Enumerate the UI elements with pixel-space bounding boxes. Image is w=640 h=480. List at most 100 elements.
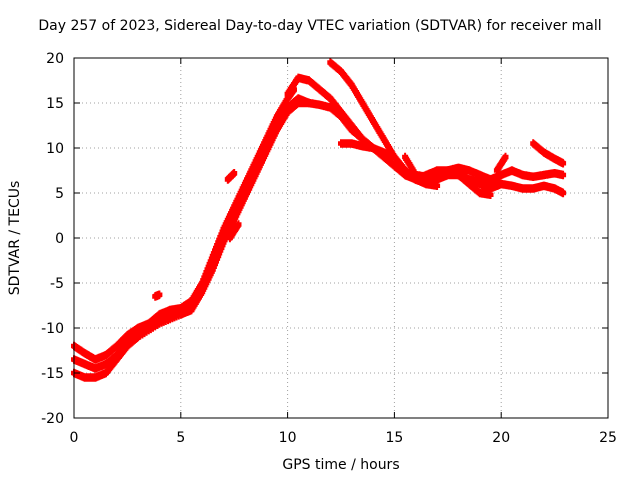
series-track-10 bbox=[493, 152, 509, 175]
data-point bbox=[360, 100, 365, 106]
data-point bbox=[541, 183, 547, 188]
data-point bbox=[424, 181, 429, 187]
data-point bbox=[552, 171, 557, 176]
series-track-1 bbox=[71, 85, 297, 364]
grid-lines bbox=[74, 58, 608, 418]
data-point bbox=[503, 154, 508, 160]
data-point bbox=[560, 172, 566, 178]
x-tick-label: 15 bbox=[385, 430, 403, 446]
data-point bbox=[541, 172, 547, 178]
data-point bbox=[296, 75, 301, 81]
data-point bbox=[306, 100, 312, 106]
data-point bbox=[424, 174, 429, 179]
data-point bbox=[560, 161, 566, 166]
x-tick-label: 25 bbox=[599, 430, 617, 446]
data-point bbox=[509, 183, 515, 188]
y-tick-label: -5 bbox=[50, 276, 64, 292]
data-point bbox=[349, 123, 354, 128]
data-point bbox=[232, 171, 237, 176]
data-point bbox=[381, 136, 386, 142]
data-points bbox=[71, 58, 567, 382]
data-point bbox=[488, 192, 493, 197]
data-point bbox=[221, 240, 226, 245]
data-point bbox=[157, 321, 162, 326]
data-point bbox=[157, 292, 162, 297]
series-markers bbox=[71, 85, 297, 364]
data-point bbox=[317, 87, 322, 92]
series-track-6 bbox=[402, 152, 567, 184]
data-point bbox=[114, 343, 119, 349]
data-point bbox=[82, 361, 87, 367]
data-point bbox=[328, 60, 333, 65]
data-point bbox=[541, 150, 547, 155]
data-point bbox=[520, 186, 525, 191]
x-tick-label: 5 bbox=[176, 430, 185, 446]
data-point bbox=[285, 109, 290, 115]
data-point bbox=[434, 177, 440, 182]
data-point bbox=[499, 172, 504, 178]
data-point bbox=[520, 172, 525, 178]
data-point bbox=[531, 141, 536, 146]
data-point bbox=[531, 174, 536, 179]
y-tick-label: -15 bbox=[41, 366, 64, 382]
data-point bbox=[488, 181, 493, 187]
data-point bbox=[338, 141, 344, 146]
data-point bbox=[370, 118, 376, 124]
data-point bbox=[114, 357, 119, 362]
data-point bbox=[466, 177, 472, 182]
data-point bbox=[189, 307, 194, 313]
data-point bbox=[360, 136, 365, 142]
series-track-8 bbox=[530, 139, 567, 168]
y-axis-label: SDTVAR / TECUs bbox=[7, 180, 23, 296]
data-point bbox=[225, 177, 230, 182]
data-point bbox=[93, 366, 98, 371]
data-point bbox=[82, 351, 87, 356]
series-track-7 bbox=[455, 170, 567, 198]
x-axis-label: GPS time / hours bbox=[282, 457, 400, 473]
data-point bbox=[125, 343, 130, 349]
x-tick-label: 10 bbox=[279, 430, 297, 446]
data-point bbox=[402, 168, 408, 173]
data-point bbox=[413, 172, 418, 178]
y-tick-label: 0 bbox=[55, 231, 64, 247]
y-tick-label: -10 bbox=[41, 321, 64, 337]
data-point bbox=[466, 168, 472, 173]
data-point bbox=[552, 186, 557, 191]
data-point bbox=[509, 168, 515, 173]
data-point bbox=[227, 235, 233, 241]
data-point bbox=[93, 375, 98, 380]
data-point bbox=[402, 154, 408, 160]
data-point bbox=[274, 114, 280, 119]
y-tick-label: -20 bbox=[41, 411, 64, 427]
data-point bbox=[381, 154, 386, 160]
data-point bbox=[199, 289, 205, 295]
data-point bbox=[296, 100, 301, 106]
data-point bbox=[360, 144, 365, 149]
data-point bbox=[210, 267, 216, 272]
data-point bbox=[477, 172, 483, 178]
series-track-12 bbox=[224, 169, 238, 184]
series-markers bbox=[224, 169, 238, 184]
data-point bbox=[157, 316, 162, 322]
data-point bbox=[494, 168, 500, 173]
data-point bbox=[328, 105, 333, 110]
x-tick-label: 20 bbox=[492, 430, 510, 446]
data-point bbox=[328, 96, 333, 101]
data-point bbox=[285, 91, 290, 97]
data-point bbox=[392, 154, 397, 160]
y-tick-label: 5 bbox=[55, 186, 64, 202]
data-point bbox=[445, 168, 450, 173]
data-point bbox=[103, 361, 109, 367]
data-point bbox=[338, 69, 344, 74]
data-point bbox=[285, 96, 290, 101]
data-point bbox=[274, 127, 280, 133]
data-point bbox=[477, 190, 483, 196]
data-point bbox=[434, 183, 440, 188]
data-point bbox=[456, 165, 461, 170]
series-track-13 bbox=[226, 220, 242, 243]
data-point bbox=[167, 312, 173, 317]
data-point bbox=[499, 181, 504, 187]
data-point bbox=[178, 312, 183, 317]
data-point bbox=[236, 222, 241, 227]
